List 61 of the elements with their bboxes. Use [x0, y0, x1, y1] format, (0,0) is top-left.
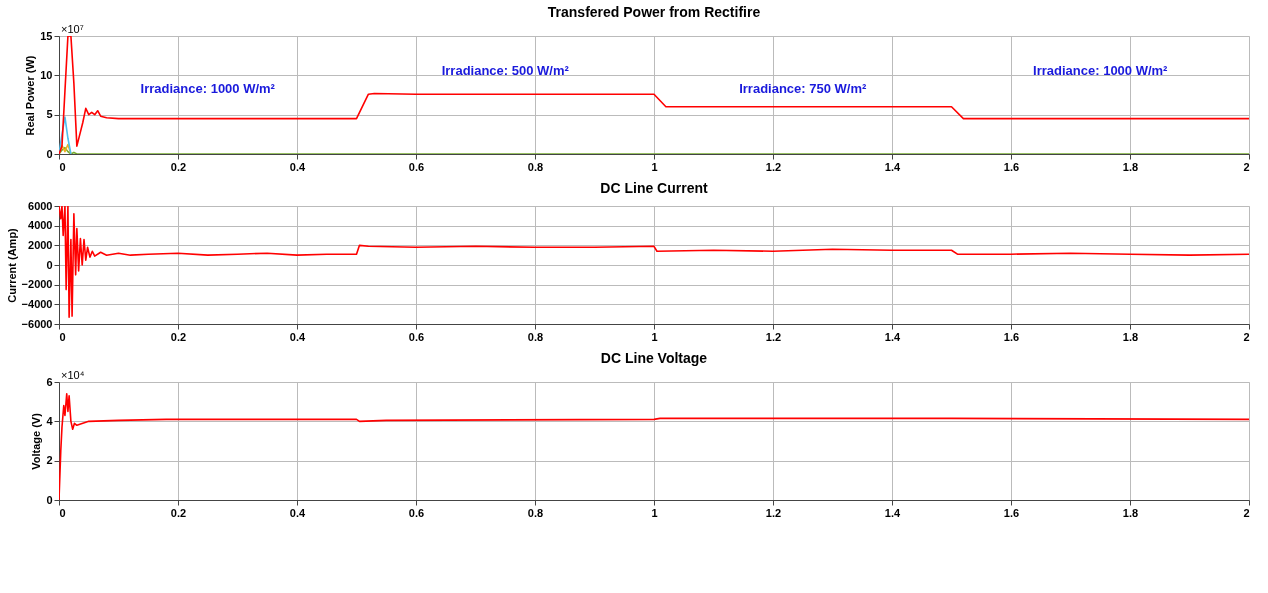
y-tick-label: 4000 — [28, 219, 53, 232]
x-tick-label: 0.8 — [527, 506, 544, 519]
annotation: Irradiance: 500 W/m² — [441, 63, 570, 79]
x-tick-label: 2 — [1243, 330, 1250, 343]
x-tick-label: 0.8 — [527, 160, 544, 173]
y-tick-label: 15 — [40, 29, 53, 42]
x-tick-label: 1.2 — [765, 506, 782, 519]
chart-title: DC Line Voltage — [600, 350, 708, 366]
y-tick-label: 4 — [46, 414, 54, 427]
text: ×10⁴ — [61, 369, 85, 381]
chart-title: Transfered Power from Rectifire — [547, 4, 761, 20]
y-tick-label: 0 — [46, 493, 53, 506]
y-tick-label: −6000 — [21, 317, 53, 330]
x-tick-label: 0.4 — [289, 160, 307, 173]
x-tick-label: 1.2 — [765, 160, 782, 173]
x-tick-label: 2 — [1243, 160, 1250, 173]
x-tick-label: 0 — [59, 506, 66, 519]
x-tick-label: 1.4 — [884, 160, 902, 173]
x-tick-label: 1.6 — [1003, 330, 1020, 343]
x-tick-label: 1.4 — [884, 506, 902, 519]
annotation: Irradiance: 1000 W/m² — [1033, 63, 1169, 79]
x-tick-label: 0.6 — [408, 330, 425, 343]
x-tick-label: 2 — [1243, 506, 1250, 519]
y-tick-label: 6000 — [28, 199, 53, 212]
y-tick-label: −2000 — [21, 278, 53, 291]
y-axis-title: Real Power (W) — [24, 55, 37, 136]
y-tick-label: 0 — [46, 258, 53, 271]
x-tick-label: 0.4 — [289, 330, 307, 343]
text: ×10⁷ — [61, 23, 84, 35]
x-tick-label: 0.6 — [408, 160, 425, 173]
chart-title: DC Line Current — [600, 180, 708, 196]
y-tick-label: 6 — [46, 375, 53, 388]
y-tick-label: 2 — [46, 454, 53, 467]
x-tick-label: 0.2 — [170, 160, 187, 173]
x-tick-label: 1.2 — [765, 330, 782, 343]
y-tick-label: 2000 — [28, 238, 53, 251]
x-tick-label: 0 — [59, 160, 66, 173]
y-tick-label: 10 — [40, 68, 53, 81]
x-tick-label: 0.6 — [408, 506, 425, 519]
y-tick-label: 5 — [46, 108, 53, 121]
x-tick-label: 1.6 — [1003, 160, 1020, 173]
x-tick-label: 1 — [651, 506, 658, 519]
x-tick-label: 1.8 — [1122, 160, 1139, 173]
x-tick-label: 0.8 — [527, 330, 544, 343]
x-tick-label: 0 — [59, 330, 66, 343]
x-tick-label: 0.2 — [170, 506, 187, 519]
line-series — [59, 116, 72, 154]
annotation: Irradiance: 1000 W/m² — [140, 81, 276, 97]
x-tick-label: 1.4 — [884, 330, 902, 343]
annotation: Irradiance: 750 W/m² — [739, 81, 867, 97]
y-axis-title: Current (Amp) — [5, 227, 18, 303]
x-tick-label: 0.2 — [170, 330, 187, 343]
x-tick-label: 1.8 — [1122, 506, 1139, 519]
y-tick-label: 0 — [46, 147, 53, 160]
x-tick-label: 1 — [651, 160, 658, 173]
x-tick-label: 0.4 — [289, 506, 307, 519]
x-tick-label: 1 — [651, 330, 658, 343]
y-axis-title: Voltage (V) — [30, 412, 43, 470]
y-tick-label: −4000 — [21, 297, 53, 310]
x-tick-label: 1.6 — [1003, 506, 1020, 519]
x-tick-label: 1.8 — [1122, 330, 1139, 343]
